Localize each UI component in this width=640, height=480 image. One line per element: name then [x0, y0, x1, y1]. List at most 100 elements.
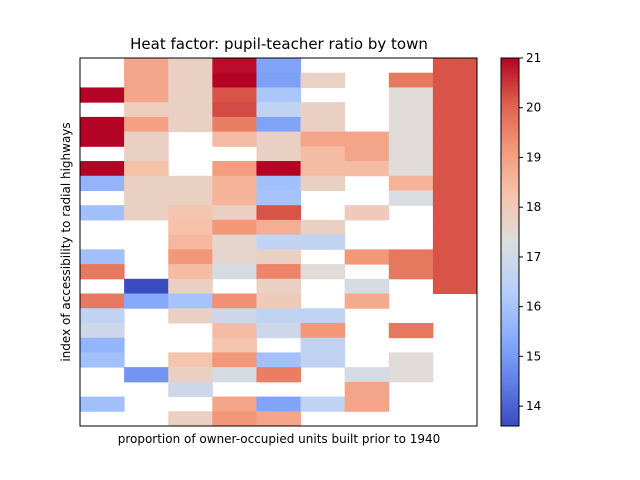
heatmap-cell [256, 87, 302, 103]
heatmap-cell [432, 58, 478, 74]
heatmap-cell [124, 367, 169, 383]
heatmap-cell [124, 146, 169, 162]
heatmap-cell [432, 249, 478, 265]
heatmap-cell [124, 161, 169, 177]
heatmap-cell [344, 367, 390, 383]
heatmap-cell [344, 278, 390, 295]
heatmap-cell [256, 367, 302, 383]
heatmap-cell [256, 219, 302, 236]
heatmap-cell [212, 293, 257, 309]
heatmap-cell [80, 116, 125, 133]
heatmap-cell [388, 175, 434, 191]
heatmap-cell [124, 131, 169, 147]
heatmap-cell [168, 381, 213, 398]
heatmap-cell [432, 161, 478, 177]
heatmap-cell [168, 72, 213, 88]
heatmap-cell [168, 352, 213, 368]
colorbar-gradient [500, 57, 520, 427]
x-axis-label: proportion of owner-occupied units built… [118, 432, 441, 446]
heatmap-cell [168, 411, 213, 427]
heatmap-cell [432, 205, 478, 221]
heatmap-cell [388, 87, 434, 103]
heatmap-cell [80, 337, 125, 353]
heatmap-cell [212, 337, 257, 353]
heatmap-cell [344, 205, 390, 221]
colorbar-tick-label: 14 [526, 399, 541, 413]
heatmap-cell [80, 249, 125, 265]
heatmap-cell [300, 264, 346, 280]
heatmap-cell [388, 190, 434, 206]
heatmap-cell [168, 58, 213, 74]
heatmap-cell [80, 205, 125, 221]
heatmap-cell [432, 116, 478, 133]
heatmap-cell [212, 219, 257, 236]
heatmap-cell [80, 396, 125, 412]
heatmap-cell [124, 190, 169, 206]
heatmap-cell [80, 308, 125, 324]
heatmap-cell [168, 205, 213, 221]
heatmap-cell [256, 175, 302, 191]
heatmap-cells [80, 58, 478, 427]
heatmap-cell [388, 322, 434, 339]
heatmap-cell [212, 131, 257, 147]
heatmap-cell [212, 102, 257, 118]
heatmap-cell [432, 219, 478, 236]
colorbar-tick-label: 18 [526, 200, 541, 214]
heatmap-cell [300, 234, 346, 250]
heatmap-cell [300, 175, 346, 191]
heatmap-cell [388, 131, 434, 147]
plot-frame [79, 57, 478, 427]
heatmap-cell [300, 72, 346, 88]
heatmap-cell [256, 190, 302, 206]
colorbar-tick-label: 17 [526, 250, 541, 264]
heatmap-cell [212, 249, 257, 265]
heatmap-cell [300, 352, 346, 368]
heatmap-cell [80, 175, 125, 191]
heatmap-cell [256, 234, 302, 250]
heatmap-cell [168, 293, 213, 309]
heatmap-cell [388, 72, 434, 88]
heatmap-cell [124, 87, 169, 103]
colorbar-tick-label: 16 [526, 300, 541, 314]
heatmap-cell [256, 116, 302, 133]
heatmap-cell [212, 396, 257, 412]
heatmap-cell [212, 87, 257, 103]
heatmap-cell [256, 249, 302, 265]
heatmap-cell [212, 308, 257, 324]
heatmap-cell [300, 322, 346, 339]
heatmap-cell [212, 190, 257, 206]
colorbar-tick-label: 19 [526, 150, 541, 164]
heatmap-cell [212, 352, 257, 368]
y-axis-label: index of accessibility to radial highway… [59, 122, 73, 361]
heatmap-cell [168, 278, 213, 295]
heatmap-cell [168, 219, 213, 236]
heatmap-cell [388, 249, 434, 265]
heatmap-cell [168, 234, 213, 250]
heatmap-cell [80, 352, 125, 368]
heatmap-cell [388, 161, 434, 177]
heatmap-cell [256, 146, 302, 162]
heatmap-cell [256, 161, 302, 177]
heatmap-cell [124, 293, 169, 309]
chart-title: Heat factor: pupil-teacher ratio by town [130, 35, 428, 53]
heatmap-cell [300, 146, 346, 162]
heatmap-cell [256, 131, 302, 147]
heatmap-cell [168, 308, 213, 324]
heatmap-cell [300, 396, 346, 412]
colorbar-tick-label: 21 [526, 51, 541, 65]
heatmap-cell [256, 411, 302, 427]
heatmap-cell [124, 72, 169, 88]
heatmap-cell [432, 87, 478, 103]
heatmap-cell [344, 396, 390, 412]
heatmap-cell [256, 264, 302, 280]
heatmap-cell [388, 146, 434, 162]
heatmap-cell [212, 367, 257, 383]
heatmap-cell [432, 234, 478, 250]
heatmap-cell [432, 264, 478, 280]
heatmap-cell [124, 205, 169, 221]
heatmap-cell [388, 264, 434, 280]
heatmap-cell [344, 381, 390, 398]
heatmap-cell [168, 102, 213, 118]
heatmap-cell [212, 116, 257, 133]
